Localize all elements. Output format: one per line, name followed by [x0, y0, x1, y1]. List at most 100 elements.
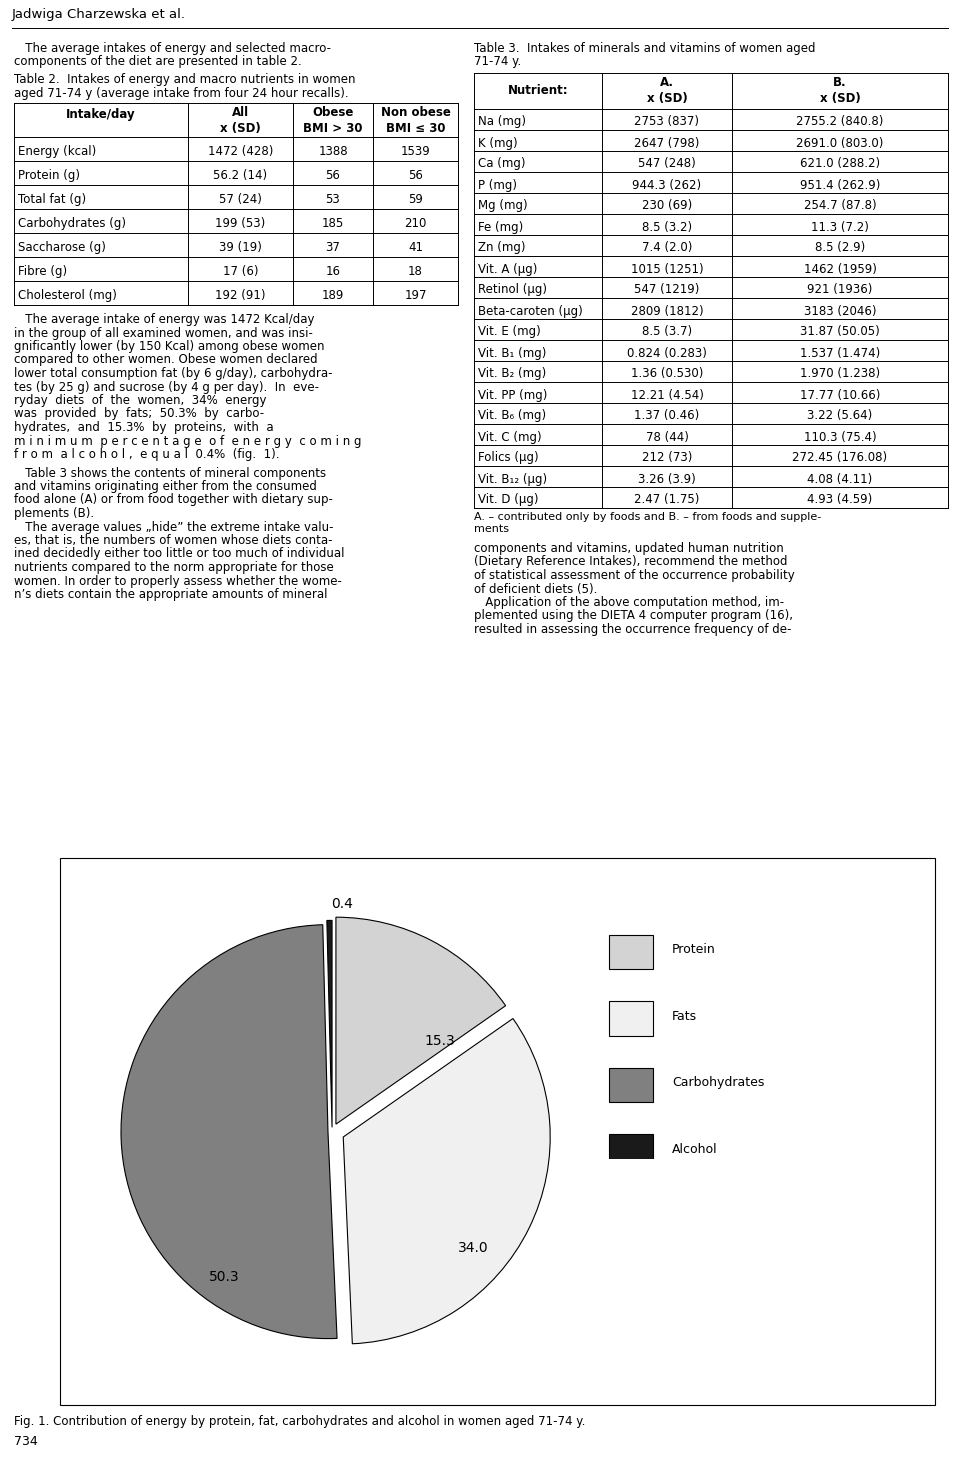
Text: 951.4 (262.9): 951.4 (262.9) — [800, 179, 880, 191]
Text: Vit. B₂ (mg): Vit. B₂ (mg) — [478, 367, 546, 380]
Text: A. – contributed only by foods and B. – from foods and supple-: A. – contributed only by foods and B. – … — [474, 512, 821, 522]
Bar — [609, 1068, 653, 1102]
Text: nutrients compared to the norm appropriate for those: nutrients compared to the norm appropria… — [14, 561, 334, 574]
Text: 0.824 (0.283): 0.824 (0.283) — [627, 346, 707, 359]
Text: 230 (69): 230 (69) — [642, 200, 692, 213]
Text: Vit. A (μg): Vit. A (μg) — [478, 262, 538, 275]
Text: ined decidedly either too little or too much of individual: ined decidedly either too little or too … — [14, 547, 345, 561]
Text: Beta-caroten (μg): Beta-caroten (μg) — [478, 305, 583, 318]
Bar — [609, 1001, 653, 1035]
Text: es, that is, the numbers of women whose diets conta-: es, that is, the numbers of women whose … — [14, 534, 332, 547]
Text: plemented using the DIETA 4 computer program (16),: plemented using the DIETA 4 computer pro… — [474, 609, 793, 623]
Text: 110.3 (75.4): 110.3 (75.4) — [804, 430, 876, 444]
Text: Table 3 shows the contents of mineral components: Table 3 shows the contents of mineral co… — [14, 466, 326, 479]
Text: 1015 (1251): 1015 (1251) — [631, 262, 704, 275]
Text: Total fat (g): Total fat (g) — [18, 192, 86, 206]
Text: in the group of all examined women, and was insi-: in the group of all examined women, and … — [14, 327, 313, 340]
Text: 547 (248): 547 (248) — [638, 157, 696, 170]
Text: 2755.2 (840.8): 2755.2 (840.8) — [796, 115, 884, 129]
Text: plements (B).: plements (B). — [14, 507, 94, 521]
Text: Fibre (g): Fibre (g) — [18, 265, 67, 278]
Text: Protein (g): Protein (g) — [18, 169, 80, 182]
Text: 1.970 (1.238): 1.970 (1.238) — [800, 367, 880, 380]
Text: was  provided  by  fats;  50.3%  by  carbo-: was provided by fats; 50.3% by carbo- — [14, 408, 264, 420]
Text: 272.45 (176.08): 272.45 (176.08) — [792, 451, 888, 464]
Text: 621.0 (288.2): 621.0 (288.2) — [800, 157, 880, 170]
Text: Vit. B₆ (mg): Vit. B₆ (mg) — [478, 410, 546, 423]
Text: 11.3 (7.2): 11.3 (7.2) — [811, 220, 869, 234]
Text: 17 (6): 17 (6) — [223, 265, 258, 278]
Text: The average intakes of energy and selected macro-: The average intakes of energy and select… — [14, 41, 331, 55]
Text: lower total consumption fat (by 6 g/day), carbohydra-: lower total consumption fat (by 6 g/day)… — [14, 367, 332, 380]
Text: 4.93 (4.59): 4.93 (4.59) — [807, 494, 873, 506]
Text: 2753 (837): 2753 (837) — [635, 115, 700, 129]
Text: 1.37 (0.46): 1.37 (0.46) — [635, 410, 700, 423]
Text: Vit. E (mg): Vit. E (mg) — [478, 325, 540, 339]
Text: 17.77 (10.66): 17.77 (10.66) — [800, 389, 880, 401]
Text: Fats: Fats — [672, 1010, 697, 1022]
Text: 53: 53 — [325, 192, 341, 206]
Wedge shape — [344, 1019, 550, 1344]
Text: 34.0: 34.0 — [458, 1241, 488, 1254]
Text: Vit. C (mg): Vit. C (mg) — [478, 430, 541, 444]
Text: 50.3: 50.3 — [209, 1269, 240, 1284]
Text: Nutrient:: Nutrient: — [508, 84, 568, 98]
Text: f r o m  a l c o h o l ,  e q u a l  0.4%  (fig.  1).: f r o m a l c o h o l , e q u a l 0.4% (… — [14, 448, 279, 461]
Text: n’s diets contain the appropriate amounts of mineral: n’s diets contain the appropriate amount… — [14, 589, 327, 600]
Text: Jadwiga Charzewska et al.: Jadwiga Charzewska et al. — [12, 7, 186, 21]
Text: m i n i m u m  p e r c e n t a g e  o f  e n e r g y  c o m i n g: m i n i m u m p e r c e n t a g e o f e … — [14, 435, 362, 448]
Text: 4.08 (4.11): 4.08 (4.11) — [807, 472, 873, 485]
Text: K (mg): K (mg) — [478, 136, 517, 149]
Text: 71-74 y.: 71-74 y. — [474, 56, 521, 68]
Text: The average intake of energy was 1472 Kcal/day: The average intake of energy was 1472 Kc… — [14, 314, 315, 325]
Text: 78 (44): 78 (44) — [645, 430, 688, 444]
Text: Vit. B₁ (mg): Vit. B₁ (mg) — [478, 346, 546, 359]
Wedge shape — [121, 924, 337, 1338]
Text: 921 (1936): 921 (1936) — [807, 284, 873, 296]
Text: 254.7 (87.8): 254.7 (87.8) — [804, 200, 876, 213]
Text: 59: 59 — [408, 192, 423, 206]
Text: 8.5 (3.2): 8.5 (3.2) — [642, 220, 692, 234]
Text: gnificantly lower (by 150 Kcal) among obese women: gnificantly lower (by 150 Kcal) among ob… — [14, 340, 324, 353]
Text: A.
x (SD): A. x (SD) — [647, 75, 687, 105]
Text: 56: 56 — [408, 169, 423, 182]
Text: 8.5 (3.7): 8.5 (3.7) — [642, 325, 692, 339]
Text: ments: ments — [474, 524, 509, 534]
Text: 547 (1219): 547 (1219) — [635, 284, 700, 296]
Text: 56.2 (14): 56.2 (14) — [213, 169, 268, 182]
Text: aged 71-74 y (average intake from four 24 hour recalls).: aged 71-74 y (average intake from four 2… — [14, 86, 348, 99]
Text: 3.26 (3.9): 3.26 (3.9) — [638, 472, 696, 485]
Text: and vitamins originating either from the consumed: and vitamins originating either from the… — [14, 481, 317, 493]
Text: 197: 197 — [404, 288, 427, 302]
Text: of statistical assessment of the occurrence probability: of statistical assessment of the occurre… — [474, 569, 795, 583]
Text: Fe (mg): Fe (mg) — [478, 220, 523, 234]
Text: 1.36 (0.530): 1.36 (0.530) — [631, 367, 703, 380]
Text: Vit. PP (mg): Vit. PP (mg) — [478, 389, 547, 401]
Text: Table 2.  Intakes of energy and macro nutrients in women: Table 2. Intakes of energy and macro nut… — [14, 72, 355, 86]
Text: 8.5 (2.9): 8.5 (2.9) — [815, 241, 865, 254]
Text: Folics (μg): Folics (μg) — [478, 451, 539, 464]
Text: tes (by 25 g) and sucrose (by 4 g per day).  In  eve-: tes (by 25 g) and sucrose (by 4 g per da… — [14, 380, 319, 393]
Text: 56: 56 — [325, 169, 341, 182]
Text: Carbohydrates (g): Carbohydrates (g) — [18, 217, 126, 231]
Text: Energy (kcal): Energy (kcal) — [18, 145, 96, 158]
Text: compared to other women. Obese women declared: compared to other women. Obese women dec… — [14, 353, 318, 367]
Text: Application of the above computation method, im-: Application of the above computation met… — [474, 596, 784, 609]
Text: Na (mg): Na (mg) — [478, 115, 526, 129]
Text: 1539: 1539 — [400, 145, 430, 158]
Text: Fig. 1. Contribution of energy by protein, fat, carbohydrates and alcohol in wom: Fig. 1. Contribution of energy by protei… — [14, 1415, 586, 1429]
Text: hydrates,  and  15.3%  by  proteins,  with  a: hydrates, and 15.3% by proteins, with a — [14, 422, 274, 433]
Text: Saccharose (g): Saccharose (g) — [18, 241, 106, 254]
Text: 41: 41 — [408, 241, 423, 254]
Text: ryday  diets  of  the  women,  34%  energy: ryday diets of the women, 34% energy — [14, 393, 267, 407]
Text: 212 (73): 212 (73) — [642, 451, 692, 464]
Text: 199 (53): 199 (53) — [215, 217, 266, 231]
Text: 1462 (1959): 1462 (1959) — [804, 262, 876, 275]
Text: 16: 16 — [325, 265, 341, 278]
Text: 210: 210 — [404, 217, 426, 231]
Text: of deficient diets (5).: of deficient diets (5). — [474, 583, 597, 596]
Bar — [609, 1134, 653, 1168]
Text: 944.3 (262): 944.3 (262) — [633, 179, 702, 191]
Text: 0.4: 0.4 — [331, 896, 353, 911]
Text: Carbohydrates: Carbohydrates — [672, 1077, 764, 1089]
